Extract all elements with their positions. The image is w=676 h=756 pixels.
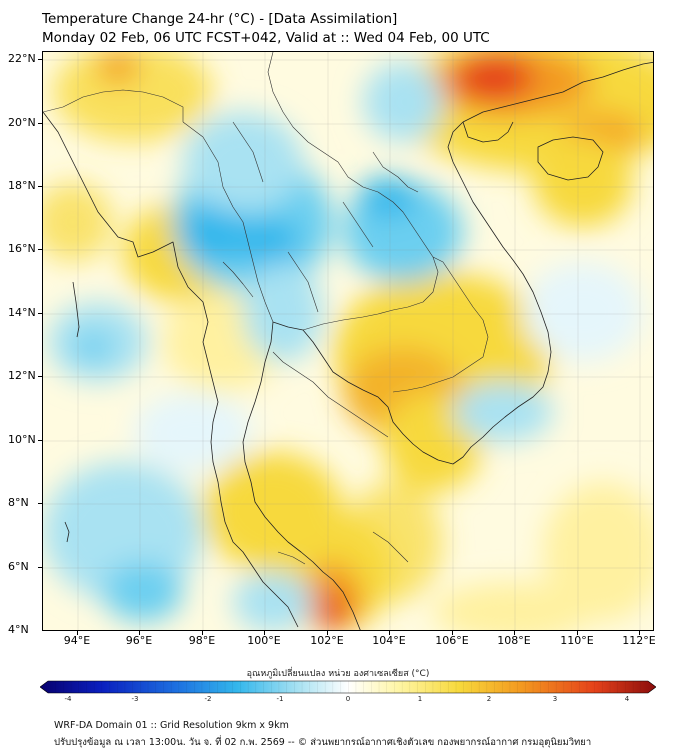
colorbar-tick-label: 1 (417, 695, 423, 703)
colorbar-tick-label: 2 (486, 695, 492, 703)
map-title: Temperature Change 24-hr (°C) - [Data As… (42, 11, 398, 27)
lon-tick (514, 631, 515, 635)
lon-label-104e: 104°E (372, 634, 406, 647)
lon-tick (77, 631, 78, 635)
lat-tick (38, 503, 42, 504)
lon-tick (202, 631, 203, 635)
lat-label-22n: 22°N (8, 52, 36, 65)
lon-tick (139, 631, 140, 635)
lat-label-12n: 12°N (8, 369, 36, 382)
colorbar-title: อุณหภูมิเปลี่ยนแปลง หน่วย องศาเซลเซียส (… (246, 669, 430, 679)
coastlines (43, 61, 653, 630)
colorbar-tick-label: 0 (345, 695, 351, 703)
lon-tick (327, 631, 328, 635)
lat-tick (38, 313, 42, 314)
lat-tick (38, 567, 42, 568)
lat-tick (38, 59, 42, 60)
colorbar-tick-label: -1 (276, 695, 284, 703)
lon-label-94e: 94°E (63, 634, 91, 647)
lat-label-20n: 20°N (8, 116, 36, 129)
lon-label-100e: 100°E (247, 634, 281, 647)
colorbar-tick-label: -2 (204, 695, 212, 703)
lat-label-10n: 10°N (8, 433, 36, 446)
lat-label-6n: 6°N (8, 560, 29, 573)
colorbar-tick-label: -3 (131, 695, 139, 703)
temperature-field (43, 52, 653, 630)
temperature-map (42, 51, 654, 631)
lon-label-98e: 98°E (188, 634, 216, 647)
borders (43, 52, 489, 565)
lon-tick (452, 631, 453, 635)
lat-label-4n: 4°N (8, 623, 29, 636)
colorbar-tick-label: 3 (552, 695, 558, 703)
lat-label-14n: 14°N (8, 306, 36, 319)
lat-tick (38, 186, 42, 187)
lon-label-96e: 96°E (125, 634, 153, 647)
lat-label-8n: 8°N (8, 496, 29, 509)
lat-tick (38, 440, 42, 441)
colorbar (40, 680, 656, 694)
lon-tick (577, 631, 578, 635)
footer-domain-info: WRF-DA Domain 01 :: Grid Resolution 9km … (54, 720, 289, 731)
graticule (43, 52, 653, 630)
footer-update-info: ปรับปรุงข้อมูล ณ เวลา 13:00น. วัน จ. ที่… (54, 737, 592, 748)
lat-tick (38, 249, 42, 250)
lon-tick (264, 631, 265, 635)
lat-tick (38, 376, 42, 377)
lon-label-110e: 110°E (560, 634, 594, 647)
lat-label-18n: 18°N (8, 179, 36, 192)
lon-label-106e: 106°E (435, 634, 469, 647)
lon-label-102e: 102°E (310, 634, 344, 647)
lat-tick (38, 123, 42, 124)
colorbar-tick-label: 4 (624, 695, 630, 703)
lat-label-16n: 16°N (8, 242, 36, 255)
map-subtitle: Monday 02 Feb, 06 UTC FCST+042, Valid at… (42, 30, 490, 46)
lon-tick (639, 631, 640, 635)
lon-label-112e: 112°E (622, 634, 656, 647)
lon-label-108e: 108°E (497, 634, 531, 647)
colorbar-tick-label: -4 (64, 695, 72, 703)
lon-tick (389, 631, 390, 635)
map-canvas (43, 52, 653, 630)
